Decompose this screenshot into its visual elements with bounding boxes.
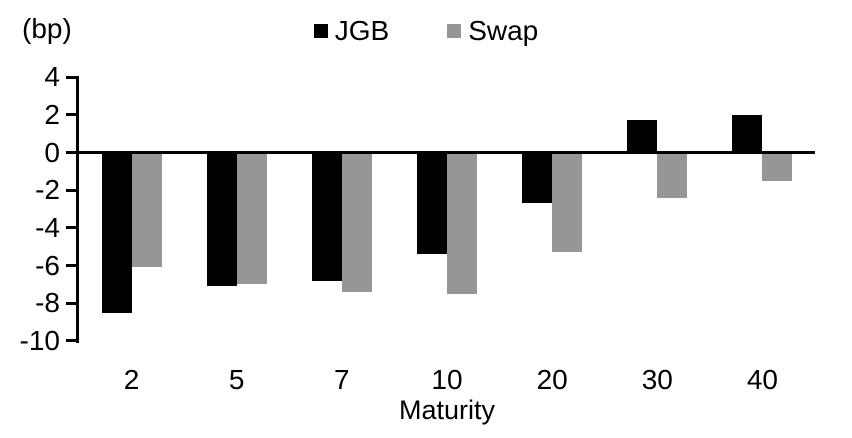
x-axis-category-label: 2 <box>123 364 140 395</box>
bar-jgb-30 <box>627 120 658 153</box>
y-axis-unit-label: (bp) <box>22 13 72 44</box>
bar-swap-7 <box>341 152 372 292</box>
bar-jgb-10 <box>417 152 447 255</box>
legend-item-swap: Swap <box>447 16 538 46</box>
swap-series-marker-icon <box>447 24 462 38</box>
y-axis-tick-label: -6 <box>35 249 60 281</box>
bar-jgb-5 <box>206 152 237 287</box>
chart-legend: JGB Swap <box>0 16 852 46</box>
bar-swap-5 <box>236 152 267 285</box>
y-axis-tick-label: 2 <box>44 98 60 130</box>
bar-swap-10 <box>447 152 477 294</box>
x-axis-category-label: 40 <box>746 364 778 395</box>
x-axis-category-label: 10 <box>431 364 463 395</box>
x-axis-category-label: 20 <box>536 364 568 395</box>
bar-jgb-20 <box>522 152 553 204</box>
x-axis-category-label: 30 <box>641 364 673 395</box>
legend-label-swap: Swap <box>468 15 539 46</box>
bar-jgb-2 <box>101 152 132 313</box>
bar-jgb-7 <box>311 152 342 281</box>
legend-item-jgb: JGB <box>313 15 390 46</box>
y-axis-tick-label: -2 <box>35 174 60 206</box>
y-axis-tick-label: -4 <box>35 211 60 243</box>
bar-swap-2 <box>131 152 162 268</box>
y-axis-tick <box>66 151 76 154</box>
y-axis-line <box>76 76 79 343</box>
jgb-series-marker-icon <box>313 24 328 38</box>
y-axis-tick-label: 4 <box>44 61 60 93</box>
y-axis-tick-label: -10 <box>19 324 60 356</box>
x-axis-category-label: 5 <box>228 364 245 395</box>
y-axis-tick <box>66 226 76 230</box>
y-axis-tick <box>66 339 76 343</box>
zero-baseline <box>76 151 815 154</box>
bar-swap-30 <box>657 152 688 198</box>
legend-label-jgb: JGB <box>334 15 390 46</box>
bar-swap-20 <box>552 152 583 253</box>
y-axis-tick-label: 0 <box>44 136 60 168</box>
y-axis-tick <box>66 75 76 79</box>
y-axis-tick <box>66 188 76 192</box>
x-axis-title: Maturity <box>398 395 496 425</box>
x-axis-category-label: 7 <box>334 364 350 395</box>
bar-jgb-40 <box>732 114 763 153</box>
y-axis-tick <box>66 113 76 117</box>
y-axis-tick <box>66 264 76 268</box>
y-axis-tick-label: -8 <box>35 287 60 319</box>
y-axis-tick <box>66 301 76 305</box>
bar-swap-40 <box>762 152 793 181</box>
